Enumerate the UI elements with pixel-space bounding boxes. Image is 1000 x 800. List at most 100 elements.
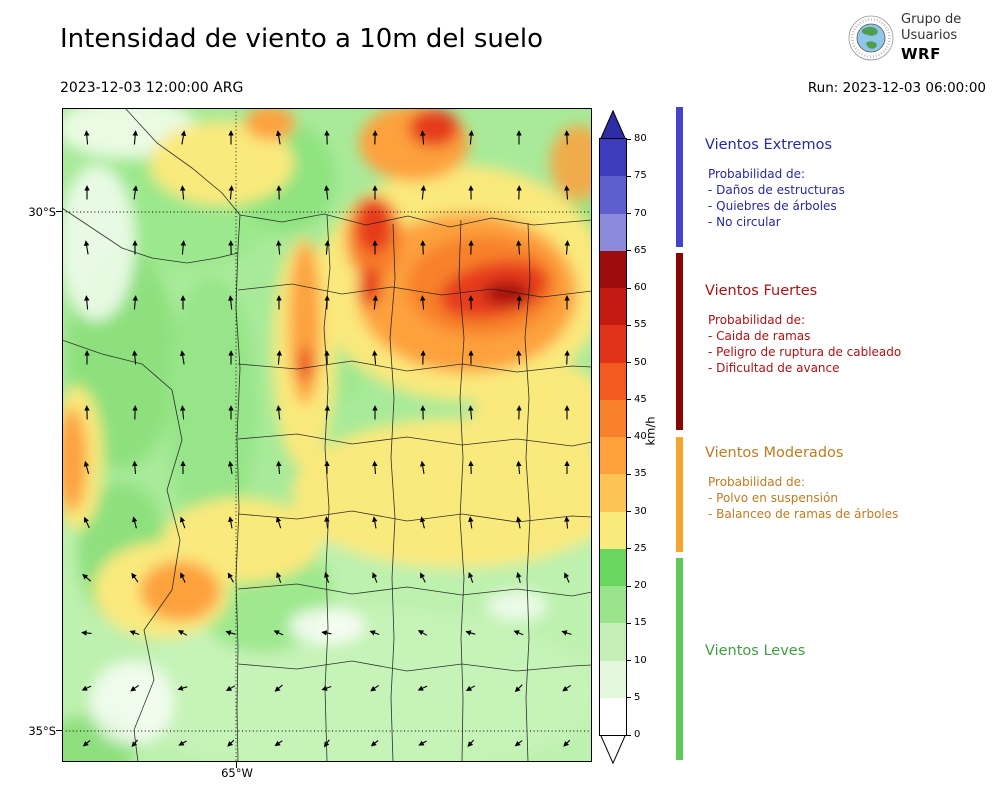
- colorbar-segment: [600, 473, 626, 512]
- colorbar-segment: [600, 250, 626, 288]
- legend-detail-line: - Daños de estructuras: [708, 183, 845, 197]
- valid-time-label: 2023-12-03 12:00:00 ARG: [60, 80, 244, 96]
- legend-section-leves: Vientos Leves: [676, 558, 998, 760]
- page-title: Intensidad de viento a 10m del suelo: [60, 24, 544, 54]
- wind-field-layer: [62, 108, 592, 762]
- colorbar-tick-label: 25: [634, 542, 647, 554]
- axis-tick: [56, 211, 62, 212]
- legend-detail-line: - Balanceo de ramas de árboles: [708, 507, 899, 521]
- colorbar-tick-label: 55: [634, 319, 647, 331]
- legend-bar-moderados: [676, 437, 683, 552]
- colorbar-segment: [600, 399, 626, 437]
- legend-details-moderados: Probabilidad de: - Polvo en suspensión - B…: [705, 474, 998, 522]
- colorbar-tick-mark: [627, 324, 631, 326]
- colorbar-tick-label: 80: [634, 133, 647, 144]
- colorbar-tick-mark: [627, 548, 631, 550]
- colorbar-tick-mark: [627, 250, 631, 252]
- colorbar-tick-mark: [627, 362, 631, 363]
- legend-section-fuertes: Vientos Fuertes Probabilidad de: - Caida …: [676, 253, 998, 430]
- colorbar-tick-mark: [627, 511, 631, 512]
- colorbar-tick-label: 35: [634, 468, 647, 480]
- colorbar-ticks: 0 5 10 15 20 25 30 35 40 45 50 55 60 65 70 75 80: [627, 133, 677, 740]
- colorbar-segment: [600, 697, 626, 735]
- colorbar-tick-mark: [627, 213, 631, 214]
- colorbar-segment: [600, 436, 626, 475]
- legend-bar-fuertes: [676, 253, 683, 430]
- colorbar-scale: [600, 138, 626, 735]
- colorbar-segment: [600, 622, 626, 661]
- legend-detail-line: - Caida de ramas: [708, 329, 811, 343]
- colorbar-tick-mark: [627, 660, 631, 661]
- colorbar-segment: [600, 362, 626, 400]
- colorbar-tick-label: 45: [634, 393, 647, 405]
- colorbar-tick-label: 65: [634, 244, 647, 256]
- colorbar-tick-mark: [627, 399, 631, 401]
- colorbar-tick-mark: [627, 697, 631, 699]
- colorbar: 0 5 10 15 20 25 30 35 40 45 50 55 60 65 70 75 80 km/h: [600, 110, 678, 765]
- colorbar-tick-mark: [627, 734, 631, 736]
- axis-tick: [236, 762, 237, 768]
- wind-map-canvas: [62, 108, 592, 762]
- colorbar-tick-mark: [627, 473, 631, 475]
- colorbar-over-arrow: [600, 110, 626, 139]
- legend-detail-line: - Polvo en suspensión: [708, 491, 838, 505]
- colorbar-segment: [600, 287, 626, 326]
- legend-section-moderados: Vientos Moderados Probabilidad de: - Polv…: [676, 437, 998, 552]
- legend-details-extremos: Probabilidad de: - Daños de estructuras - …: [705, 166, 998, 230]
- colorbar-segment: [600, 138, 626, 177]
- colorbar-segment: [600, 585, 626, 624]
- legend-detail-line: Probabilidad de:: [708, 475, 806, 489]
- legend-bar-leves: [676, 558, 683, 760]
- colorbar-tick-label: 40: [634, 431, 647, 442]
- colorbar-tick-mark: [627, 138, 631, 140]
- colorbar-segment: [600, 511, 626, 549]
- colorbar-tick-mark: [627, 436, 631, 438]
- ytick-30s: 30°S: [28, 205, 56, 219]
- legend-title-leves: Vientos Leves: [705, 643, 806, 659]
- wind-arrow-layer: [81, 130, 572, 748]
- admin-boundaries: [62, 108, 592, 762]
- logo-line-2: Usuarios: [901, 28, 958, 44]
- colorbar-under-arrow: [600, 735, 626, 764]
- wind-intensity-map: [62, 108, 592, 762]
- colorbar-segment: [600, 324, 626, 363]
- axis-tick: [56, 730, 62, 731]
- wind-categories-legend: Vientos Extremos Probabilidad de: - Daños…: [676, 107, 998, 763]
- legend-detail-line: Probabilidad de:: [708, 167, 806, 181]
- legend-detail-line: - No circular: [708, 215, 781, 229]
- colorbar-tick-mark: [627, 175, 631, 177]
- legend-details-fuertes: Probabilidad de: - Caida de ramas - Peligr…: [705, 312, 998, 376]
- colorbar-tick-mark: [627, 287, 631, 289]
- colorbar-tick-mark: [627, 585, 631, 587]
- map-frame: [62, 108, 592, 762]
- colorbar-tick-label: 70: [634, 207, 647, 219]
- legend-detail-line: - Dificultad de avance: [708, 361, 840, 375]
- legend-detail-line: - Quiebres de árboles: [708, 199, 837, 213]
- colorbar-tick-label: 20: [634, 580, 647, 591]
- colorbar-segment: [600, 175, 626, 214]
- colorbar-tick-label: 50: [634, 356, 647, 368]
- model-run-label: Run: 2023-12-03 06:00:00: [807, 80, 986, 96]
- legend-section-extremos: Vientos Extremos Probabilidad de: - Daños…: [676, 107, 998, 247]
- xtick-65w: 65°W: [221, 766, 253, 780]
- legend-title-moderados: Vientos Moderados: [705, 445, 844, 461]
- colorbar-tick-label: 10: [634, 654, 647, 666]
- colorbar-tick-label: 0: [634, 729, 641, 740]
- legend-title-extremos: Vientos Extremos: [705, 137, 833, 153]
- logo-wrf: WRF: [901, 44, 941, 63]
- colorbar-tick-label: 5: [634, 691, 641, 703]
- colorbar-segment: [600, 548, 626, 586]
- colorbar-tick-mark: [627, 622, 631, 624]
- legend-detail-line: Probabilidad de:: [708, 313, 806, 327]
- colorbar-segment: [600, 213, 626, 251]
- logo-line-1: Grupo de: [901, 12, 962, 27]
- colorbar-tick-label: 75: [634, 170, 647, 182]
- graticule: [62, 108, 592, 762]
- legend-title-fuertes: Vientos Fuertes: [705, 283, 818, 299]
- colorbar-tick-label: 30: [634, 505, 647, 517]
- colorbar-segment: [600, 660, 626, 698]
- colorbar-tick-label: 15: [634, 617, 647, 629]
- colorbar-tick-label: 60: [634, 282, 647, 293]
- legend-bar-extremos: [676, 107, 683, 247]
- globe-icon: [848, 15, 894, 61]
